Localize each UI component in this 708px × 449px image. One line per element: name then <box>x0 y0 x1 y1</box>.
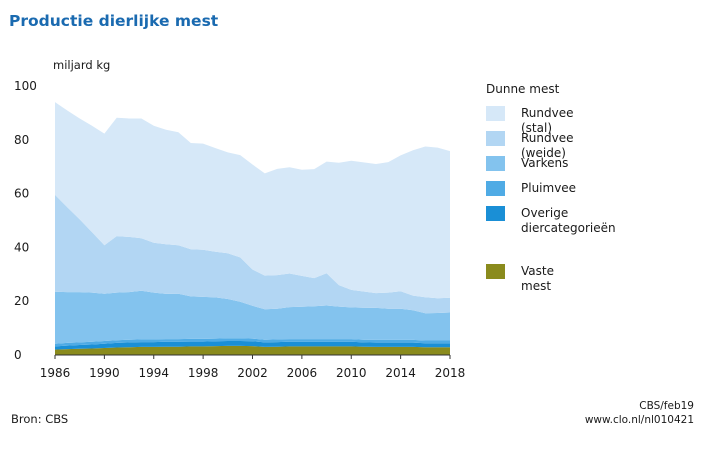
area-rundvee-weide <box>55 194 450 314</box>
legend-item-overige: Overige diercategorieën <box>486 206 616 235</box>
x-tick-label: 2018 <box>435 366 466 380</box>
legend-item-pluimvee: Pluimvee <box>486 181 576 206</box>
legend-swatch <box>486 106 505 121</box>
legend-heading: Dunne mest <box>486 82 560 96</box>
legend-swatch <box>486 206 505 221</box>
area-rundvee-stal <box>55 102 450 299</box>
area-vaste-mest <box>55 345 450 355</box>
legend-label: Varkens <box>521 156 569 170</box>
x-tick-label: 1986 <box>40 366 71 380</box>
legend-item-rundvee-stal: Rundvee (stal) <box>486 106 574 135</box>
legend-item-varkens: Varkens <box>486 156 568 181</box>
area-overige-diercategorie-n <box>55 341 450 350</box>
credit-note: CBS/feb19 www.clo.nl/nl010421 <box>585 399 694 427</box>
y-tick-label: 80 <box>14 133 29 147</box>
legend-label: Rundvee (weide) <box>521 131 574 160</box>
legend-swatch <box>486 181 505 196</box>
x-tick-label: 2010 <box>336 366 367 380</box>
legend-label: Vaste mest <box>521 264 554 293</box>
x-tick-label: 1998 <box>188 366 219 380</box>
y-tick-label: 40 <box>14 240 29 254</box>
legend-label: Pluimvee <box>521 181 577 195</box>
y-tick-label: 0 <box>14 348 22 362</box>
source-note: Bron: CBS <box>11 412 69 426</box>
legend-swatch <box>486 131 505 146</box>
chart-title: Productie dierlijke mest <box>9 12 219 30</box>
legend-swatch <box>486 264 505 279</box>
x-tick-label: 2002 <box>237 366 268 380</box>
axes: 1986 1990 1994 1998 2002 2006 2010 2014 2018 0 20 4… <box>14 79 465 380</box>
credit-line-1: CBS/feb19 <box>639 400 694 412</box>
x-tick-label: 2014 <box>385 366 416 380</box>
x-tick-label: 1994 <box>138 366 169 380</box>
legend-item-vaste-mest: Vaste mest <box>486 264 559 293</box>
legend-swatch <box>486 156 505 171</box>
legend-label: Rundvee (stal) <box>521 106 574 135</box>
x-tick-label: 1990 <box>89 366 120 380</box>
x-tick-label: 2006 <box>287 366 318 380</box>
legend-label: Overige diercategorieën <box>521 206 616 235</box>
y-tick-label: 60 <box>14 187 29 201</box>
area-pluimvee <box>55 338 450 347</box>
y-tick-label: 100 <box>14 79 37 93</box>
y-tick-label: 20 <box>14 294 29 308</box>
area-layers <box>55 102 450 355</box>
legend-item-rundvee-weide: Rundvee (weide) <box>486 131 574 160</box>
y-axis-label: miljard kg <box>53 58 111 72</box>
area-varkens <box>55 290 450 344</box>
credit-link[interactable]: www.clo.nl/nl010421 <box>584 414 694 426</box>
legend: Dunne mest Rundvee (stal) Rundvee (weide… <box>486 82 616 293</box>
